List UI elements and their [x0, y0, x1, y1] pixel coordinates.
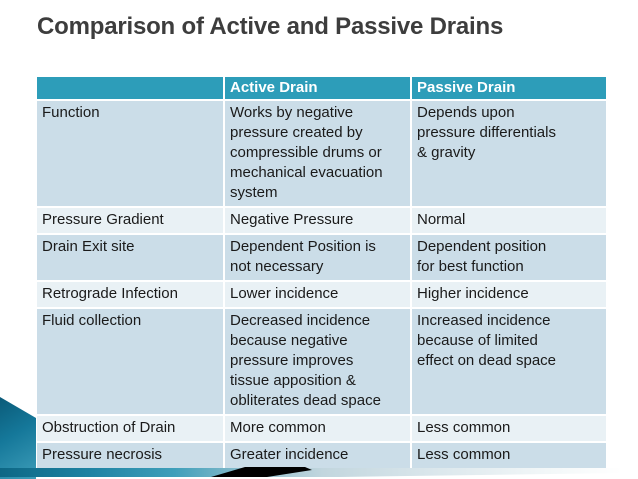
active-drain-cell: Lower incidence [223, 280, 412, 309]
corner-accent-wedge [0, 397, 36, 479]
table-row: Pressure Gradient Negative Pressure Normal [35, 206, 608, 235]
passive-drain-cell: Depends upon pressure differentials & gr… [410, 99, 608, 208]
row-label-cell: Pressure Gradient [35, 206, 225, 235]
active-drain-cell: Negative Pressure [223, 206, 412, 235]
header-cell-active-drain: Active Drain [223, 75, 412, 101]
passive-drain-cell: Higher incidence [410, 280, 608, 309]
header-cell-passive-drain: Passive Drain [410, 75, 608, 101]
passive-drain-cell: Less common [410, 414, 608, 443]
table-row: Pressure necrosis Greater incidence Less c… [35, 441, 608, 470]
table-row: Drain Exit site Dependent Position is not… [35, 233, 608, 282]
row-label-cell: Obstruction of Drain [35, 414, 225, 443]
row-label-cell: Drain Exit site [35, 233, 225, 282]
passive-drain-cell: Dependent position for best function [410, 233, 608, 282]
table-row: Function Works by negative pressure creat… [35, 99, 608, 208]
active-drain-cell: Greater incidence [223, 441, 412, 470]
slide-title: Comparison of Active and Passive Drains [37, 13, 504, 40]
table-row: Retrograde Infection Lower incidence Highe… [35, 280, 608, 309]
table-row: Fluid collection Decreased incidence beca… [35, 307, 608, 416]
row-label-cell: Function [35, 99, 225, 208]
row-label-cell: Pressure necrosis [35, 441, 225, 470]
active-drain-cell: Dependent Position is not necessary [223, 233, 412, 282]
row-label-cell: Fluid collection [35, 307, 225, 416]
footer-swoosh-black-arrow [211, 467, 312, 477]
active-drain-cell: More common [223, 414, 412, 443]
row-label-cell: Retrograde Infection [35, 280, 225, 309]
passive-drain-cell: Normal [410, 206, 608, 235]
header-cell-empty [35, 75, 225, 101]
passive-drain-cell: Increased incidence because of limited e… [410, 307, 608, 416]
active-drain-cell: Decreased incidence because negative pre… [223, 307, 412, 416]
table-header-row: Active Drain Passive Drain [35, 75, 608, 101]
table-row: Obstruction of Drain More common Less comm… [35, 414, 608, 443]
footer-swoosh-band [0, 468, 622, 477]
table-header: Active Drain Passive Drain [35, 75, 608, 101]
comparison-table-body: Function Works by negative pressure creat… [35, 99, 608, 470]
active-drain-cell: Works by negative pressure created by co… [223, 99, 412, 208]
passive-drain-cell: Less common [410, 441, 608, 470]
comparison-table: Active Drain Passive Drain Function Works… [35, 75, 608, 470]
